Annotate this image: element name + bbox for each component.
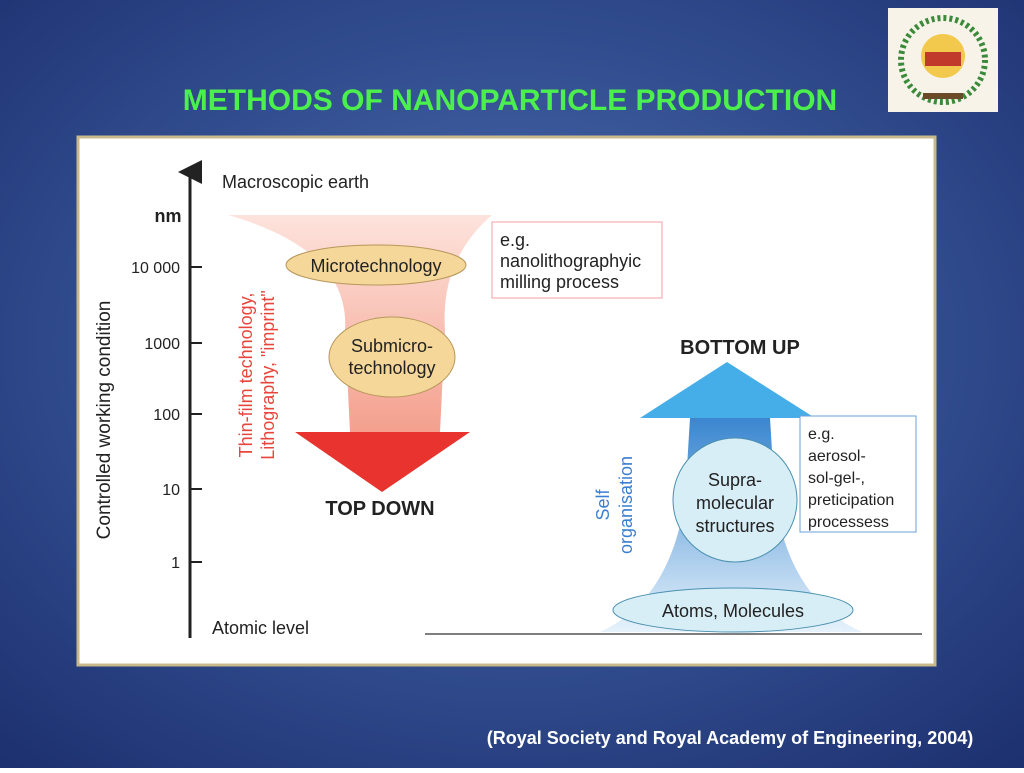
stage: structures — [695, 516, 774, 536]
note-box — [799, 415, 917, 533]
tick-label: 1000 — [144, 336, 180, 353]
axis-label: Controlled working condition — [94, 301, 115, 540]
ellipse — [328, 316, 456, 398]
ellipse — [612, 587, 854, 633]
unit: nm — [155, 206, 182, 226]
side-label: Thin-film technology, — [236, 293, 256, 458]
stage: molecular — [696, 493, 774, 513]
note: aerosol- — [808, 448, 866, 465]
bottom-up-arrow — [640, 362, 815, 418]
tick-label: 100 — [153, 407, 180, 424]
bottom-label: Atomic level — [212, 618, 309, 638]
side-label: Lithography, "imprint" — [258, 290, 278, 460]
side-label: organisation — [616, 456, 636, 554]
citation: (Royal Society and Royal Academy of Engi… — [487, 728, 973, 748]
note-box — [491, 221, 663, 299]
title: METHODS OF NANOPARTICLE PRODUCTION — [183, 84, 837, 117]
bottom-up-label: BOTTOM UP — [680, 337, 800, 359]
top-label: Macroscopic earth — [222, 172, 369, 192]
note: preticipation — [808, 492, 894, 509]
note: processess — [808, 514, 889, 531]
tick-label: 10 000 — [131, 260, 180, 277]
logo — [888, 8, 998, 112]
side-label: Self — [593, 489, 613, 521]
note: milling process — [500, 272, 619, 292]
circle — [672, 437, 798, 563]
note: nanolithographyic — [500, 251, 641, 271]
top-down-arrow — [295, 432, 470, 492]
stage: Microtechnology — [310, 256, 441, 276]
diagram-panel — [76, 135, 937, 667]
ellipse — [285, 244, 467, 286]
stage: Supra- — [708, 470, 762, 490]
tick-label: 1 — [171, 555, 180, 572]
top-down-label: TOP DOWN — [325, 498, 434, 520]
stage: Atoms, Molecules — [662, 601, 804, 621]
stage: technology — [348, 358, 435, 378]
note: e.g. — [500, 230, 530, 250]
note: e.g. — [808, 426, 835, 443]
note: sol-gel-, — [808, 470, 865, 487]
stage: Submicro- — [351, 336, 433, 356]
diagram — [178, 160, 922, 638]
tick-label: 10 — [162, 482, 180, 499]
